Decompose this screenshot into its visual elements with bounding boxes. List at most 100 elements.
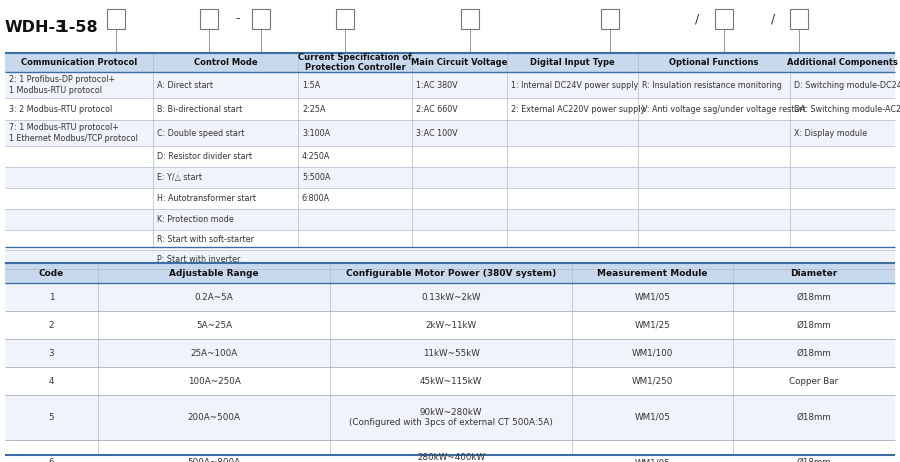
Bar xyxy=(5,311,98,339)
Bar xyxy=(153,120,298,146)
Text: Ø18mm: Ø18mm xyxy=(796,458,832,462)
Text: R: Insulation resistance monitoring: R: Insulation resistance monitoring xyxy=(642,80,782,90)
Text: Ø18mm: Ø18mm xyxy=(796,413,832,422)
Bar xyxy=(638,120,790,146)
Bar xyxy=(153,209,298,230)
Text: DA: Switching module-AC220v: DA: Switching module-AC220v xyxy=(794,104,900,114)
Bar xyxy=(790,9,808,29)
Bar xyxy=(507,120,638,146)
Bar xyxy=(733,440,895,462)
Text: V: Anti voltage sag/under voltage restart: V: Anti voltage sag/under voltage restar… xyxy=(642,104,806,114)
Bar xyxy=(330,339,572,367)
Text: Measurement Module: Measurement Module xyxy=(598,268,707,278)
Text: 4: 4 xyxy=(49,377,54,385)
Bar xyxy=(298,98,412,120)
Bar xyxy=(790,146,895,167)
Bar xyxy=(5,120,153,146)
Bar xyxy=(153,250,298,269)
Bar xyxy=(153,167,298,188)
Bar xyxy=(298,120,412,146)
Bar xyxy=(507,167,638,188)
Text: A: Direct start: A: Direct start xyxy=(157,80,213,90)
Bar xyxy=(98,395,330,440)
Bar xyxy=(330,395,572,440)
Bar xyxy=(412,120,507,146)
Text: 500A~800A: 500A~800A xyxy=(187,458,240,462)
Bar xyxy=(790,167,895,188)
Bar xyxy=(412,98,507,120)
Bar xyxy=(507,72,638,98)
Bar xyxy=(715,9,733,29)
Text: WM1/05: WM1/05 xyxy=(634,292,670,302)
Bar xyxy=(412,146,507,167)
Bar xyxy=(412,167,507,188)
Bar xyxy=(153,72,298,98)
Text: 7: 1 Modbus-RTU protocol+
1 Ethernet Modbus/TCP protocol: 7: 1 Modbus-RTU protocol+ 1 Ethernet Mod… xyxy=(9,123,138,143)
Bar xyxy=(298,250,412,269)
Bar xyxy=(638,188,790,209)
Text: 0.2A~5A: 0.2A~5A xyxy=(194,292,233,302)
Text: /: / xyxy=(771,12,775,25)
Bar xyxy=(412,230,507,250)
Text: 2:AC 660V: 2:AC 660V xyxy=(416,104,458,114)
Text: 1: 1 xyxy=(49,292,54,302)
Bar xyxy=(790,188,895,209)
Bar xyxy=(298,209,412,230)
Bar xyxy=(507,230,638,250)
Text: P: Start with inverter: P: Start with inverter xyxy=(157,255,240,264)
Bar xyxy=(638,146,790,167)
Text: WM1/100: WM1/100 xyxy=(632,348,673,358)
Bar xyxy=(412,250,507,269)
Bar xyxy=(507,98,638,120)
Bar xyxy=(5,188,153,209)
Text: 2kW~11kW: 2kW~11kW xyxy=(426,321,477,329)
Bar xyxy=(572,440,733,462)
Bar xyxy=(412,209,507,230)
Text: 2: 1 Profibus-DP protocol+
1 Modbus-RTU protocol: 2: 1 Profibus-DP protocol+ 1 Modbus-RTU … xyxy=(9,75,115,95)
Text: Copper Bar: Copper Bar xyxy=(789,377,839,385)
Text: Ø18mm: Ø18mm xyxy=(796,292,832,302)
Bar xyxy=(153,146,298,167)
Text: Ø18mm: Ø18mm xyxy=(796,321,832,329)
Text: 6:800A: 6:800A xyxy=(302,194,330,203)
Bar xyxy=(572,311,733,339)
Text: 11kW~55kW: 11kW~55kW xyxy=(423,348,480,358)
Bar xyxy=(107,9,125,29)
Bar xyxy=(638,53,790,72)
Bar xyxy=(461,9,479,29)
Text: Optional Functions: Optional Functions xyxy=(670,58,759,67)
Text: Main Circuit Voltage: Main Circuit Voltage xyxy=(411,58,508,67)
Bar xyxy=(5,440,98,462)
Bar xyxy=(153,53,298,72)
Text: 2:25A: 2:25A xyxy=(302,104,326,114)
Text: 1-58: 1-58 xyxy=(52,19,97,35)
Text: X: Display module: X: Display module xyxy=(794,128,867,138)
Text: E: Y/△ start: E: Y/△ start xyxy=(157,173,202,182)
Bar xyxy=(153,98,298,120)
Text: 280kW~400kW
(Configured with 3pcs of external CT 800A:5A): 280kW~400kW (Configured with 3pcs of ext… xyxy=(349,453,553,462)
Text: 4:250A: 4:250A xyxy=(302,152,330,161)
Text: R: Start with soft-starter: R: Start with soft-starter xyxy=(157,236,254,244)
Text: B: Bi-directional start: B: Bi-directional start xyxy=(157,104,242,114)
Text: 3: 2 Modbus-RTU protocol: 3: 2 Modbus-RTU protocol xyxy=(9,104,112,114)
Bar xyxy=(98,283,330,311)
Bar xyxy=(733,395,895,440)
Bar xyxy=(5,263,98,283)
Text: 2: External AC220V power supply: 2: External AC220V power supply xyxy=(511,104,645,114)
Bar xyxy=(790,53,895,72)
Bar xyxy=(5,53,153,72)
Bar xyxy=(790,72,895,98)
Bar xyxy=(5,283,98,311)
Text: WM1/05: WM1/05 xyxy=(634,458,670,462)
Bar xyxy=(298,188,412,209)
Bar xyxy=(572,283,733,311)
Bar xyxy=(330,311,572,339)
Bar xyxy=(601,9,619,29)
Bar xyxy=(412,53,507,72)
Bar xyxy=(507,188,638,209)
Text: 3: 3 xyxy=(49,348,54,358)
Bar xyxy=(638,72,790,98)
Bar xyxy=(5,395,98,440)
Text: D: Resistor divider start: D: Resistor divider start xyxy=(157,152,252,161)
Bar xyxy=(5,167,153,188)
